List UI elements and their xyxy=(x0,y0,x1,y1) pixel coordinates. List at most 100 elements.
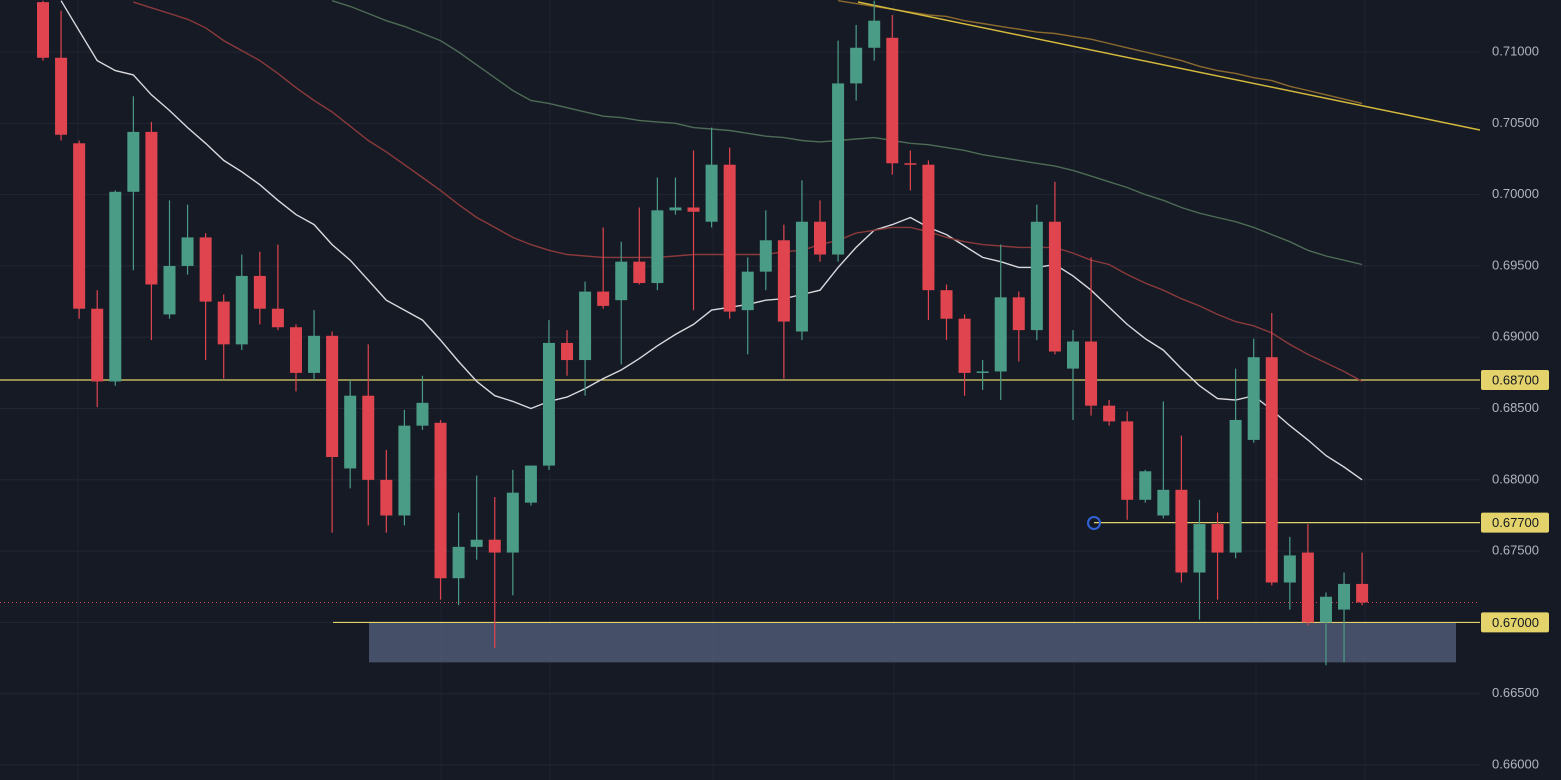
candle-body xyxy=(380,479,393,516)
candle-body xyxy=(308,335,321,373)
candle-body xyxy=(524,465,537,503)
y-tick-label: 0.67500 xyxy=(1492,543,1539,558)
candle-body xyxy=(253,275,266,309)
candle-body xyxy=(814,221,827,255)
y-tick-label: 0.68000 xyxy=(1492,471,1539,486)
candle-body xyxy=(1247,357,1260,440)
price-level-badge xyxy=(1481,370,1549,391)
candle-body xyxy=(326,335,339,458)
y-tick-label: 0.68500 xyxy=(1492,400,1539,415)
alert-marker xyxy=(1087,516,1101,530)
vertical-grid xyxy=(77,0,1366,780)
candle-body xyxy=(1301,552,1314,623)
candle-body xyxy=(488,539,501,553)
candle-body xyxy=(127,131,140,192)
candles-layer xyxy=(37,0,1369,666)
candle-body xyxy=(832,83,845,255)
candle-body xyxy=(850,47,863,84)
candle-body xyxy=(217,301,230,345)
candle-body xyxy=(633,261,646,284)
candle-body xyxy=(615,261,628,301)
candle-body xyxy=(1265,357,1278,583)
candle-body xyxy=(235,275,248,345)
candle-body xyxy=(1103,405,1116,422)
price-level-label: 0.68700 xyxy=(1492,372,1539,387)
candle-body xyxy=(669,207,682,211)
candle-body xyxy=(561,342,574,361)
moving-average xyxy=(331,0,1363,266)
candle-body xyxy=(958,318,971,373)
candle-body xyxy=(271,308,284,328)
price-level-label: 0.67000 xyxy=(1492,615,1539,630)
moving-average xyxy=(133,1,1363,383)
price-axis: 0.66000 0.66500 0.67000 0.67500 0.68000 0.685… xyxy=(1481,43,1549,771)
y-tick-label: 0.69500 xyxy=(1492,257,1539,272)
candle-body xyxy=(199,237,212,302)
candle-body xyxy=(705,164,718,222)
candle-body xyxy=(37,2,49,58)
candle-body xyxy=(759,240,772,272)
candle-body xyxy=(795,221,808,332)
candle-body xyxy=(868,20,881,48)
candle-body xyxy=(289,327,302,373)
candle-body xyxy=(976,371,989,373)
candle-body xyxy=(73,143,86,309)
candle-body xyxy=(777,240,790,322)
y-tick-label: 0.70500 xyxy=(1492,115,1539,130)
candle-body xyxy=(1211,524,1224,553)
candle-body xyxy=(1157,489,1170,516)
candle-body xyxy=(994,297,1007,372)
background-layer xyxy=(0,51,1480,766)
candle-body xyxy=(1283,555,1296,583)
y-tick-label: 0.71000 xyxy=(1492,43,1539,58)
candle-body xyxy=(91,308,104,382)
candle-body xyxy=(886,37,899,164)
candle-body xyxy=(1030,221,1043,331)
candle-body xyxy=(1139,471,1152,500)
candle-body xyxy=(597,291,610,306)
candle-body xyxy=(506,492,519,553)
y-tick-label: 0.70000 xyxy=(1492,186,1539,201)
candle-body xyxy=(687,207,700,212)
price-level-badge xyxy=(1481,512,1549,533)
candle-body xyxy=(344,395,357,469)
candle-body xyxy=(1175,489,1188,573)
candle-body xyxy=(109,191,122,382)
candle-body xyxy=(1338,583,1351,610)
candle-body xyxy=(922,164,935,291)
candle-body xyxy=(741,271,754,311)
candle-body xyxy=(55,57,68,135)
candle-body xyxy=(1193,524,1206,573)
indicator-layer xyxy=(0,0,1480,603)
candle-body xyxy=(1319,596,1332,623)
candle-body xyxy=(1066,341,1079,369)
candle-body xyxy=(579,291,592,361)
candle-body xyxy=(416,402,429,426)
support-zone xyxy=(369,622,1456,663)
candle-body xyxy=(904,163,917,165)
candle-body xyxy=(1085,341,1098,406)
price-level-label: 0.67700 xyxy=(1492,515,1539,530)
candle-body xyxy=(470,539,483,547)
moving-average xyxy=(60,0,1363,481)
candle-body xyxy=(1229,419,1242,553)
candle-body xyxy=(434,422,447,579)
candle-body xyxy=(651,210,664,284)
price-level-badge xyxy=(1481,612,1549,633)
candle-body xyxy=(362,395,375,480)
y-tick-label: 0.66500 xyxy=(1492,685,1539,700)
candle-body xyxy=(1012,297,1025,331)
candle-body xyxy=(542,342,555,466)
candle-body xyxy=(398,425,411,516)
y-tick-label: 0.66000 xyxy=(1492,756,1539,771)
moving-average xyxy=(837,0,1363,105)
candle-body xyxy=(1356,583,1369,603)
candle-body xyxy=(181,237,194,266)
candle-body xyxy=(163,265,176,315)
candle-body xyxy=(940,290,953,319)
candle-body xyxy=(723,164,736,312)
candle-body xyxy=(145,131,158,285)
candle-body xyxy=(1048,221,1061,352)
